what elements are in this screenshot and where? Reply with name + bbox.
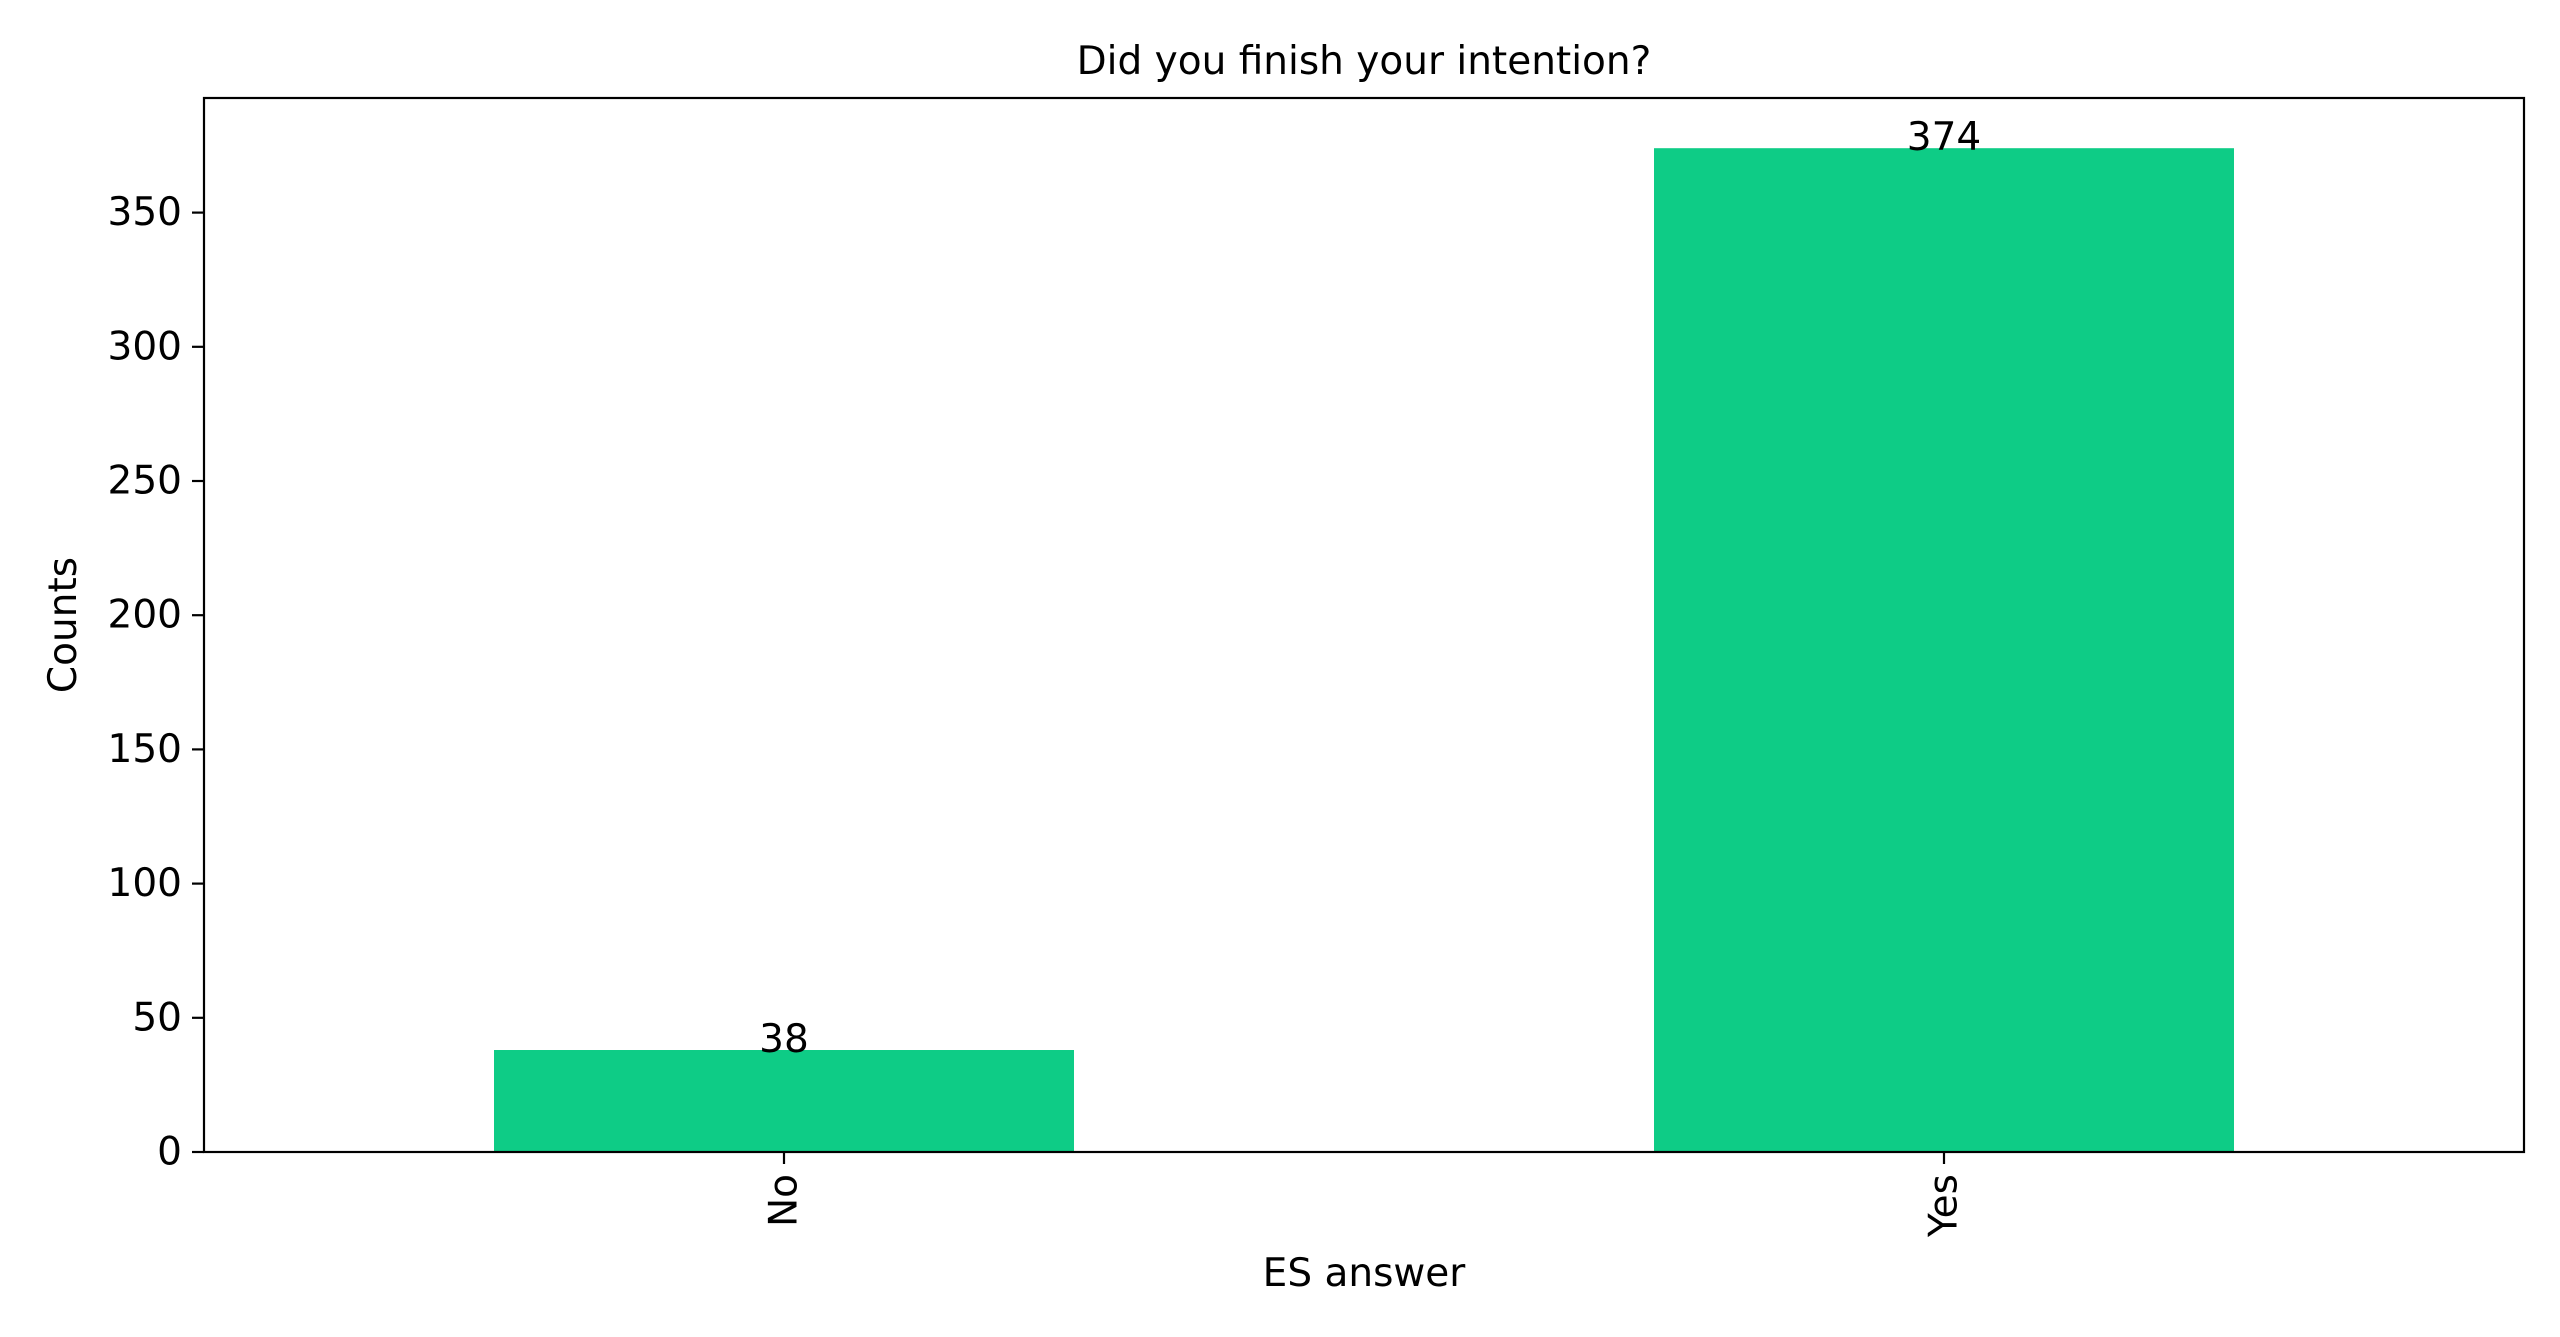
bar-yes <box>1654 148 2234 1152</box>
data-label-yes: 374 <box>1907 115 1981 160</box>
y-tick-label-50: 50 <box>132 995 182 1040</box>
y-tick-label-100: 100 <box>108 861 182 906</box>
y-tick-label-150: 150 <box>108 727 182 772</box>
chart-title: Did you finish your intention? <box>1077 39 1652 84</box>
y-tick-label-300: 300 <box>108 324 182 369</box>
x-axis-ticks: No Yes <box>762 1152 1967 1238</box>
data-labels-layer: 38 374 <box>759 115 1981 1062</box>
bars-layer <box>494 148 2234 1152</box>
x-axis-label: ES answer <box>1263 1251 1467 1296</box>
y-axis-ticks: 0 50 100 150 200 250 300 350 <box>108 190 204 1175</box>
plot-frame <box>202 96 2526 1154</box>
bar-no <box>494 1050 1074 1152</box>
data-label-no: 38 <box>759 1017 809 1062</box>
y-tick-label-200: 200 <box>108 593 182 638</box>
x-tick-label-no: No <box>762 1174 807 1227</box>
y-tick-label-350: 350 <box>108 190 182 235</box>
y-tick-label-250: 250 <box>108 459 182 504</box>
y-axis-label: Counts <box>41 557 86 693</box>
y-tick-label-0: 0 <box>157 1130 182 1175</box>
x-tick-label-yes: Yes <box>1922 1174 1967 1238</box>
